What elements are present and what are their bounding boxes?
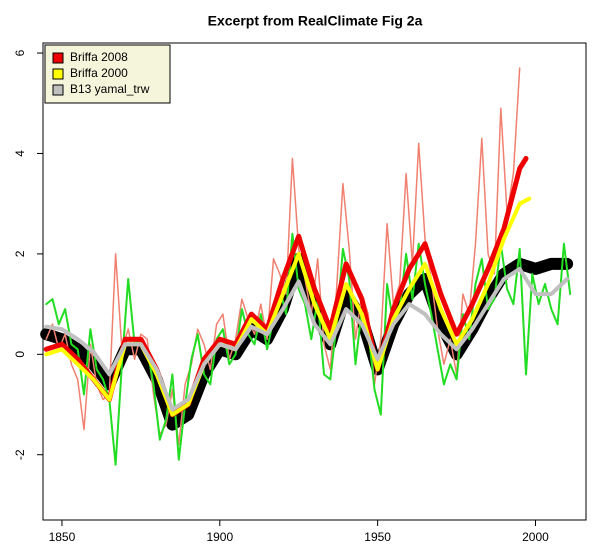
- series-line: [43, 156, 529, 418]
- y-tick-label: 2: [13, 250, 27, 257]
- x-tick-label: 1850: [49, 530, 76, 544]
- legend-swatch: [52, 52, 64, 64]
- chart-title: Excerpt from RealClimate Fig 2a: [208, 13, 423, 29]
- x-tick-label: 1900: [206, 530, 233, 544]
- plot-frame: [42, 42, 587, 521]
- legend-box: [44, 44, 171, 104]
- legend-label: Briffa 2000: [70, 66, 128, 80]
- y-tick-label: 6: [13, 49, 27, 56]
- x-tick-label: 1950: [364, 530, 391, 544]
- y-tick-label: -2: [13, 449, 27, 460]
- x-tick-label: 2000: [522, 530, 549, 544]
- legend-swatch: [52, 84, 64, 96]
- legend-swatch: [52, 68, 64, 80]
- legend-label: B13 yamal_trw: [70, 82, 150, 96]
- series-line: [44, 266, 570, 412]
- y-tick-label: 4: [13, 150, 27, 157]
- legend-label: Briffa 2008: [70, 50, 128, 64]
- series-line: [45, 67, 521, 446]
- y-tick-label: 0: [13, 351, 27, 358]
- series-line: [45, 232, 572, 466]
